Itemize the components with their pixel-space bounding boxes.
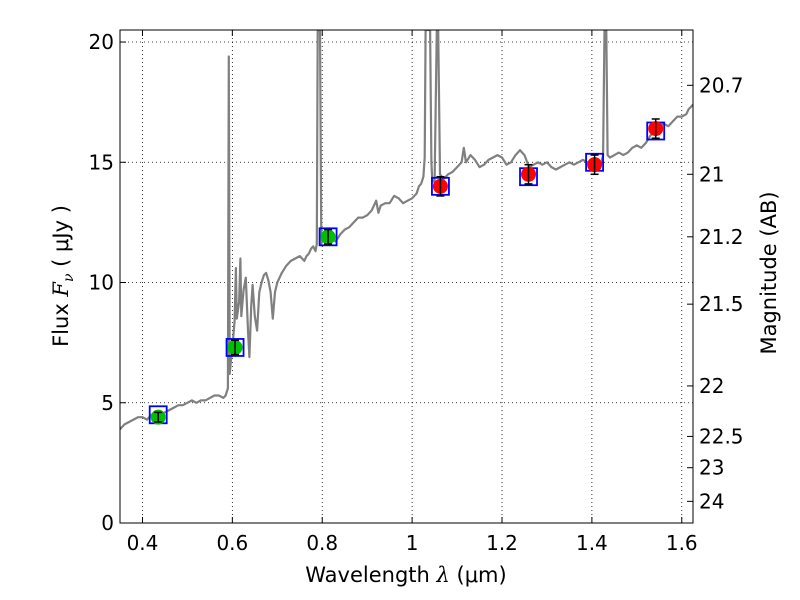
y-tick-label: 15 [89, 150, 114, 174]
plot-area [119, 29, 694, 524]
y2-tick-label: 24 [699, 489, 724, 513]
model-photometry-square [225, 338, 245, 357]
x-axis-label: Wavelength λ (μm) [305, 563, 506, 587]
plot-frame [119, 29, 694, 524]
axis-ticks [120, 30, 693, 524]
y-tick-label: 10 [89, 271, 114, 295]
y-tick-labels: 0 5 10 15 20 [89, 30, 114, 535]
y-tick-label: 0 [101, 511, 114, 535]
x-tick-label: 0.4 [127, 531, 159, 555]
y2-axis-label: Magnitude (AB) [757, 191, 781, 354]
y-tick-label: 5 [101, 391, 114, 415]
y2-tick-label: 22.5 [699, 424, 744, 448]
y-tick-label: 20 [89, 30, 114, 54]
x-tick-label: 0.8 [306, 531, 338, 555]
markers-layer [148, 118, 666, 425]
x-tick-label: 1.4 [576, 531, 608, 555]
y2-tick-label: 21.2 [699, 225, 744, 249]
x-tick-label: 1.2 [486, 531, 518, 555]
plot-background [120, 30, 693, 523]
x-tick-label: 0.6 [216, 531, 248, 555]
y2-tick-label: 21.5 [699, 292, 744, 316]
y-axis-label: Flux Fν ( μJy ) [49, 205, 77, 347]
y2-tick-label: 21 [699, 162, 724, 186]
model-photometry-square [318, 227, 338, 247]
y2-tick-labels: 20.7 21 21.2 21.5 22 22.5 23 24 [699, 73, 744, 513]
y2-tick-label: 20.7 [699, 73, 744, 97]
x-tick-label: 1 [406, 531, 419, 555]
x-tick-labels: 0.4 0.6 0.8 1 1.2 1.4 1.6 [127, 531, 698, 555]
y2-tick-label: 23 [699, 456, 724, 480]
x-tick-label: 1.6 [666, 531, 698, 555]
y2-tick-label: 22 [699, 374, 724, 398]
